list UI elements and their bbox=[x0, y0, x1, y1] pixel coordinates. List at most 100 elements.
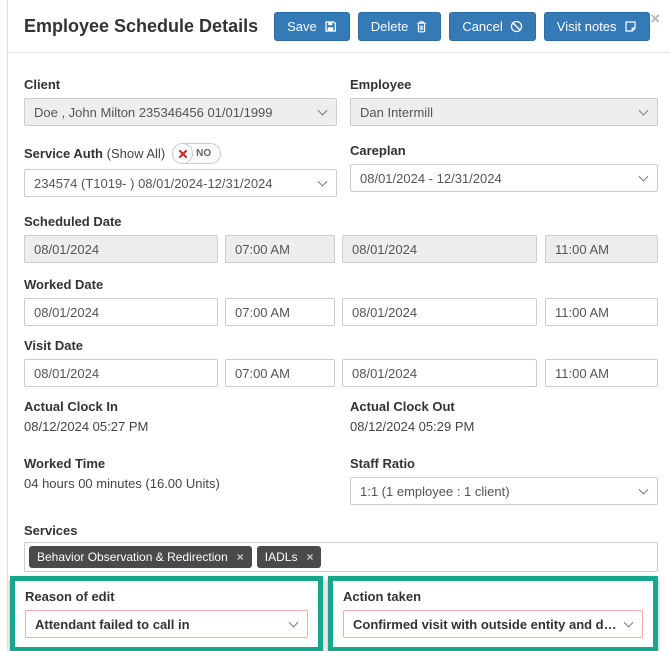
visit-date-group: Visit Date 08/01/2024 07:00 AM 08/01/202… bbox=[24, 338, 658, 387]
worked-time-value: 04 hours 00 minutes (16.00 Units) bbox=[24, 476, 220, 491]
action-taken-highlight-box: Action taken Confirmed visit with outsid… bbox=[328, 576, 658, 651]
service-tag-label: IADLs bbox=[264, 550, 298, 564]
staff-ratio-select-value: 1:1 (1 employee : 1 client) bbox=[360, 483, 510, 499]
visit-start-date-input[interactable]: 08/01/2024 bbox=[24, 359, 218, 387]
visit-end-time-value: 11:00 AM bbox=[555, 365, 609, 381]
modal-body: Client Doe , John Milton 235346456 01/01… bbox=[8, 53, 670, 651]
visit-end-date-input[interactable]: 08/01/2024 bbox=[342, 359, 537, 387]
visit-start-date-value: 08/01/2024 bbox=[34, 365, 100, 381]
reason-of-edit-select-value: Attendant failed to call in bbox=[35, 616, 190, 632]
worked-start-time-value: 07:00 AM bbox=[235, 304, 290, 320]
cancel-button[interactable]: Cancel bbox=[449, 12, 536, 41]
worked-start-time-input[interactable]: 07:00 AM bbox=[225, 298, 335, 326]
services-group: Services Behavior Observation & Redirect… bbox=[24, 523, 658, 572]
chevron-down-icon bbox=[317, 105, 328, 116]
actual-clock-out-label: Actual Clock Out bbox=[350, 399, 455, 414]
show-all-toggle[interactable]: NO bbox=[172, 143, 222, 164]
chevron-down-icon bbox=[638, 484, 649, 495]
visit-notes-button-label: Visit notes bbox=[556, 19, 617, 34]
ban-icon bbox=[510, 20, 523, 33]
scheduled-start-time-value: 07:00 AM bbox=[235, 241, 290, 257]
delete-button-label: Delete bbox=[370, 19, 409, 34]
careplan-select-value: 08/01/2024 - 12/31/2024 bbox=[360, 170, 502, 186]
reason-of-edit-label: Reason of edit bbox=[25, 589, 115, 604]
floppy-icon bbox=[324, 20, 337, 33]
chevron-down-icon bbox=[638, 105, 649, 116]
chevron-down-icon bbox=[623, 617, 634, 628]
reason-of-edit-highlight-box: Reason of edit Attendant failed to call … bbox=[10, 576, 323, 651]
worked-date-group: Worked Date 08/01/2024 07:00 AM 08/01/20… bbox=[24, 277, 658, 326]
worked-end-time-input[interactable]: 11:00 AM bbox=[545, 298, 658, 326]
save-button-label: Save bbox=[287, 19, 317, 34]
modal-header: Employee Schedule Details Save Delete bbox=[8, 0, 670, 53]
visit-notes-button[interactable]: Visit notes bbox=[543, 12, 650, 41]
client-select-value: Doe , John Milton 235346456 01/01/1999 bbox=[34, 104, 273, 120]
scheduled-start-time-input[interactable]: 07:00 AM bbox=[225, 235, 335, 263]
toggle-state-label: NO bbox=[196, 148, 212, 159]
remove-tag-icon[interactable]: × bbox=[306, 550, 314, 564]
chevron-down-icon bbox=[288, 617, 299, 628]
staff-ratio-label: Staff Ratio bbox=[350, 456, 415, 471]
remove-tag-icon[interactable]: × bbox=[236, 550, 244, 564]
worked-time-group: Worked Time 04 hours 00 minutes (16.00 U… bbox=[24, 456, 337, 505]
scheduled-end-date-input[interactable]: 08/01/2024 bbox=[342, 235, 537, 263]
highlighted-edit-row: Reason of edit Attendant failed to call … bbox=[10, 576, 658, 651]
worked-time-label: Worked Time bbox=[24, 456, 106, 471]
x-icon bbox=[178, 145, 187, 163]
careplan-label: Careplan bbox=[350, 143, 406, 158]
scheduled-start-date-value: 08/01/2024 bbox=[34, 241, 100, 257]
chevron-down-icon bbox=[317, 176, 328, 187]
service-tag-label: Behavior Observation & Redirection bbox=[37, 550, 228, 564]
actual-clock-in-value: 08/12/2024 05:27 PM bbox=[24, 419, 149, 434]
save-button[interactable]: Save bbox=[274, 12, 350, 41]
employee-schedule-details-modal: Employee Schedule Details Save Delete bbox=[7, 0, 670, 651]
action-taken-select-value: Confirmed visit with outside entity and … bbox=[353, 616, 618, 632]
scheduled-end-date-value: 08/01/2024 bbox=[352, 241, 418, 257]
trash-icon bbox=[415, 20, 428, 33]
employee-select-value: Dan Intermill bbox=[360, 104, 433, 120]
scheduled-end-time-value: 11:00 AM bbox=[555, 241, 609, 257]
service-tag: Behavior Observation & Redirection × bbox=[29, 546, 252, 568]
actual-clock-in-label: Actual Clock In bbox=[24, 399, 118, 414]
service-auth-sublabel: (Show All) bbox=[106, 145, 166, 161]
visit-end-time-input[interactable]: 11:00 AM bbox=[545, 359, 658, 387]
services-multiselect[interactable]: Behavior Observation & Redirection × IAD… bbox=[24, 542, 658, 572]
client-label: Client bbox=[24, 77, 61, 92]
worked-start-date-input[interactable]: 08/01/2024 bbox=[24, 298, 218, 326]
service-auth-field-group: Service Auth (Show All) NO bbox=[24, 143, 337, 197]
visit-start-time-value: 07:00 AM bbox=[235, 365, 290, 381]
scheduled-start-date-input[interactable]: 08/01/2024 bbox=[24, 235, 218, 263]
client-select[interactable]: Doe , John Milton 235346456 01/01/1999 bbox=[24, 98, 337, 126]
client-field-group: Client Doe , John Milton 235346456 01/01… bbox=[24, 77, 337, 126]
note-icon bbox=[624, 20, 637, 33]
visit-date-label: Visit Date bbox=[24, 338, 84, 353]
staff-ratio-group: Staff Ratio 1:1 (1 employee : 1 client) bbox=[350, 456, 658, 505]
staff-ratio-select[interactable]: 1:1 (1 employee : 1 client) bbox=[350, 477, 658, 505]
service-tag: IADLs × bbox=[256, 546, 322, 568]
visit-start-time-input[interactable]: 07:00 AM bbox=[225, 359, 335, 387]
scheduled-end-time-input[interactable]: 11:00 AM bbox=[545, 235, 658, 263]
service-auth-select[interactable]: 234574 (T1019- ) 08/01/2024-12/31/2024 bbox=[24, 169, 337, 197]
worked-end-date-value: 08/01/2024 bbox=[352, 304, 418, 320]
action-taken-label: Action taken bbox=[343, 589, 422, 604]
worked-date-label: Worked Date bbox=[24, 277, 104, 292]
worked-end-date-input[interactable]: 08/01/2024 bbox=[342, 298, 537, 326]
employee-label: Employee bbox=[350, 77, 412, 92]
chevron-down-icon bbox=[638, 171, 649, 182]
modal-title: Employee Schedule Details bbox=[24, 16, 259, 36]
action-taken-select[interactable]: Confirmed visit with outside entity and … bbox=[343, 610, 643, 638]
toggle-knob bbox=[172, 143, 194, 164]
employee-select[interactable]: Dan Intermill bbox=[350, 98, 658, 126]
employee-field-group: Employee Dan Intermill bbox=[350, 77, 658, 126]
reason-of-edit-select[interactable]: Attendant failed to call in bbox=[25, 610, 308, 638]
close-icon[interactable]: × bbox=[650, 9, 660, 28]
cancel-button-label: Cancel bbox=[462, 19, 503, 34]
worked-end-time-value: 11:00 AM bbox=[555, 304, 609, 320]
services-label: Services bbox=[24, 523, 78, 538]
visit-end-date-value: 08/01/2024 bbox=[352, 365, 418, 381]
scheduled-date-label: Scheduled Date bbox=[24, 214, 122, 229]
delete-button[interactable]: Delete bbox=[357, 12, 442, 41]
worked-start-date-value: 08/01/2024 bbox=[34, 304, 100, 320]
careplan-select[interactable]: 08/01/2024 - 12/31/2024 bbox=[350, 164, 658, 192]
